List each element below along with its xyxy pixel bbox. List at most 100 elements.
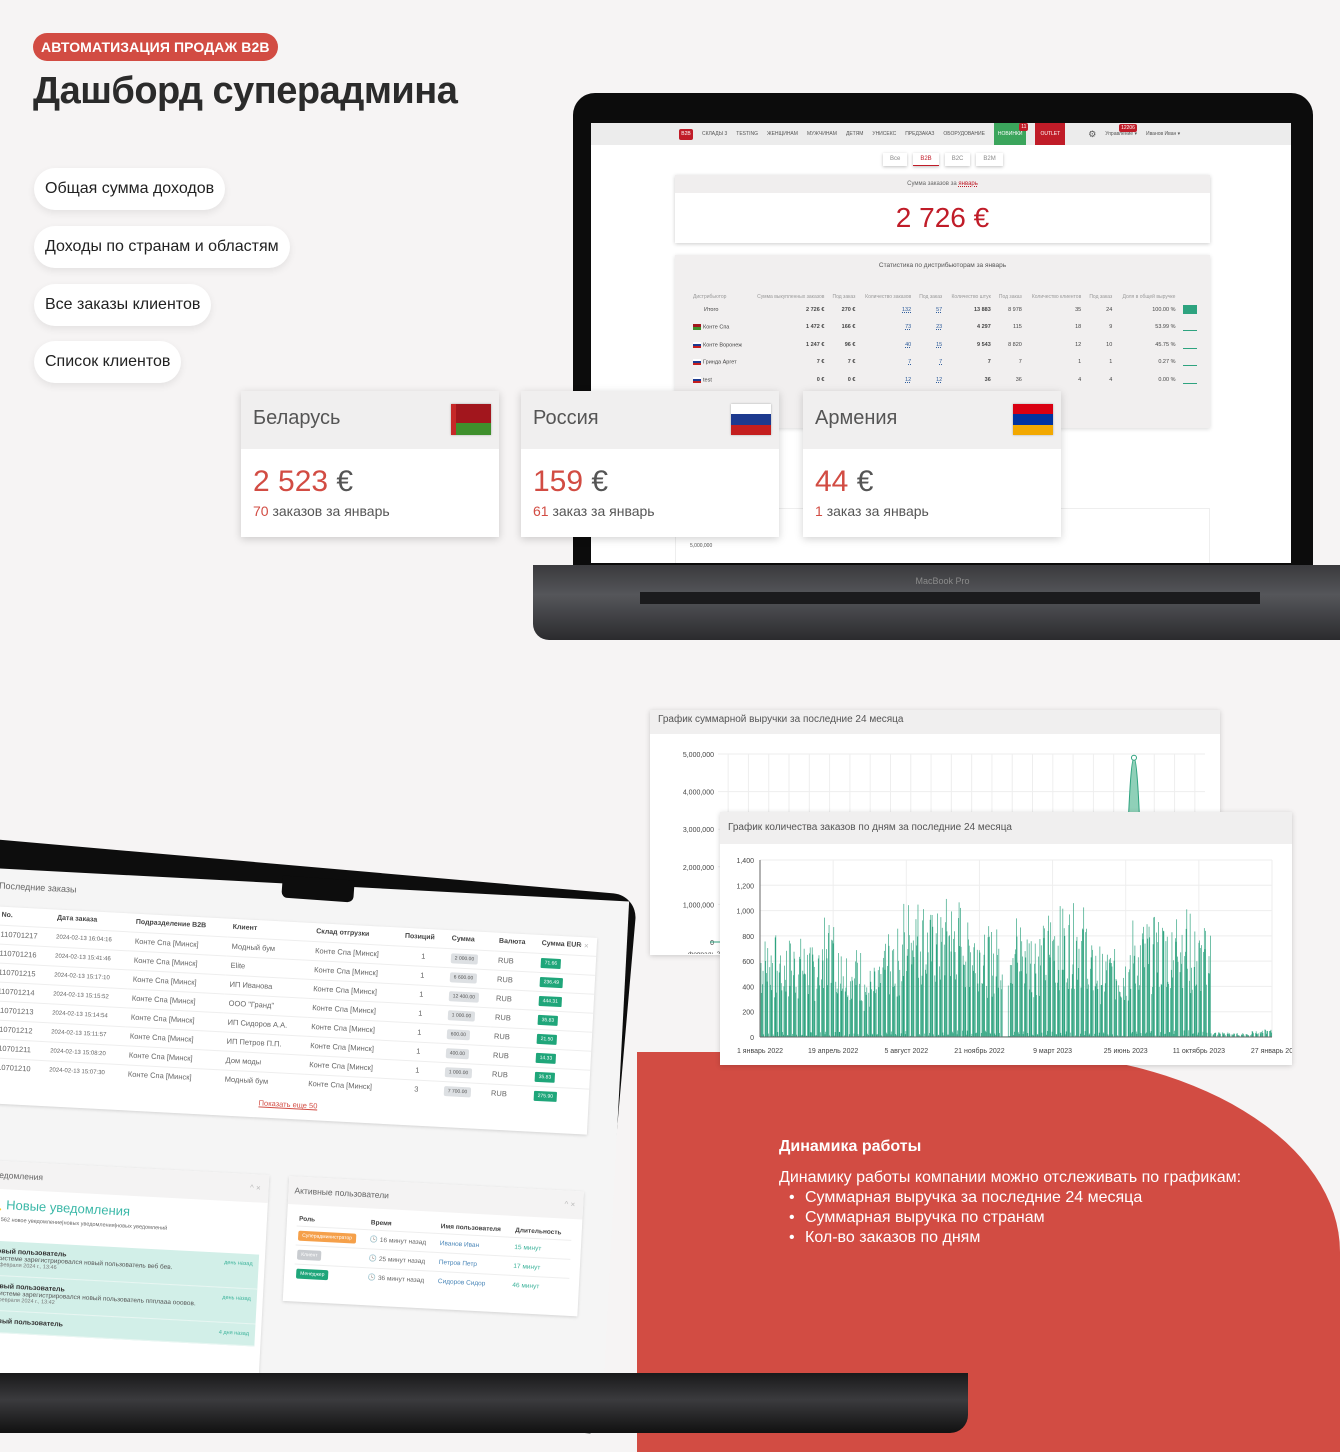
tab-b2b[interactable]: B2B <box>913 153 939 166</box>
top-navbar: B2B СКЛАДЫ 3 TESTING ЖЕНЩИНАМ МУЖЧИНАМ ДЕТЯМ… <box>591 123 1291 145</box>
order-bar <box>908 905 909 1037</box>
time-ago: 36 минут назад <box>377 1274 425 1285</box>
nav-new-items[interactable]: НОВИНКИ 11 <box>993 123 1029 145</box>
nav-item[interactable]: ДЕТЯМ <box>845 131 864 137</box>
stats-cell[interactable]: 40 <box>905 341 912 348</box>
order-bar <box>1044 928 1045 1037</box>
stats-cell[interactable]: 57 <box>936 306 943 313</box>
order-bar <box>1255 1033 1256 1037</box>
nav-item[interactable]: ЖЕНЩИНАМ <box>766 131 798 137</box>
order-bar <box>1191 967 1192 1037</box>
nav-item[interactable]: ОБОРУДОВАНИЕ <box>943 131 985 137</box>
order-bar <box>1069 914 1070 1037</box>
stats-cell[interactable]: 7 <box>908 359 912 366</box>
user-name-link[interactable]: Сидоров Сидор <box>435 1271 511 1294</box>
order-bar <box>1167 981 1169 1037</box>
order-bar <box>1100 1004 1101 1037</box>
order-bar <box>1243 1035 1245 1037</box>
flag-stripe <box>1013 414 1053 425</box>
order-bar <box>994 1033 996 1037</box>
order-bar <box>1016 918 1017 1037</box>
order-bar <box>1072 964 1074 1037</box>
tab-b2m[interactable]: B2M <box>976 153 1003 166</box>
order-bar <box>784 965 785 1037</box>
stats-cell[interactable]: 12 <box>936 376 943 383</box>
collapse-close-icons[interactable]: ^ × <box>564 1199 576 1210</box>
order-bar <box>863 1010 865 1037</box>
order-bar <box>1044 980 1046 1037</box>
order-bar <box>1057 982 1058 1037</box>
order-bar <box>993 953 994 1037</box>
clock-icon: 🕓 <box>367 1274 379 1282</box>
b2b-logo[interactable]: B2B <box>679 128 693 140</box>
user-menu[interactable]: Иванов Иван ▾ <box>1145 131 1181 137</box>
tab-b2c[interactable]: B2C <box>944 153 971 166</box>
y-tick-label: 1,200 <box>736 883 754 890</box>
order-bar <box>1048 915 1050 1037</box>
stats-cell[interactable]: 132 <box>902 306 912 313</box>
order-bar <box>1222 1034 1224 1037</box>
table-cell: 1 000.00 <box>440 1061 489 1084</box>
order-bar <box>946 931 948 1037</box>
order-bar <box>949 976 951 1037</box>
stats-cell[interactable]: 7 <box>939 359 943 366</box>
gear-icon[interactable]: ⚙ <box>1088 128 1097 139</box>
collapse-close-icons[interactable]: ^ × <box>249 1183 261 1193</box>
manage-menu[interactable]: Управление ▾ 12206 <box>1105 124 1137 137</box>
order-bar <box>861 1001 863 1037</box>
order-bar <box>1131 1031 1133 1037</box>
order-bar <box>1169 1032 1171 1037</box>
order-bar <box>834 1032 836 1037</box>
order-bar <box>1071 988 1072 1037</box>
month-select[interactable]: январь <box>958 181 978 187</box>
country-card: Армения 44 €1 заказ за январь <box>803 391 1061 537</box>
order-bar <box>1026 973 1027 1037</box>
nav-item[interactable]: МУЖЧИНАМ <box>806 131 837 137</box>
order-bar <box>957 1030 959 1037</box>
manage-label: Управление ▾ <box>1105 131 1137 137</box>
order-bar <box>1271 1032 1272 1037</box>
order-bar <box>944 975 946 1037</box>
sparkline-icon <box>1183 323 1197 332</box>
tab-все[interactable]: Все <box>883 153 908 166</box>
order-bar <box>953 938 955 1037</box>
order-bar <box>986 985 988 1037</box>
column-header: Количество клиентов <box>1031 294 1082 300</box>
collapse-close-icons[interactable]: ^ × <box>577 940 589 951</box>
nav-item[interactable]: СКЛАДЫ 3 <box>702 131 728 137</box>
order-bar <box>828 924 830 1037</box>
order-bar <box>916 936 918 1037</box>
order-bar <box>771 990 773 1037</box>
stats-cell: 35 <box>1075 306 1082 313</box>
nav-outlet[interactable]: OUTLET <box>1035 123 1066 145</box>
order-bar <box>842 976 844 1037</box>
order-bar <box>869 1006 870 1037</box>
order-bar <box>918 977 919 1037</box>
order-bar <box>985 1030 986 1037</box>
order-bar <box>906 971 907 1037</box>
stats-cell[interactable]: 12 <box>905 376 912 383</box>
order-bar <box>940 917 942 1037</box>
stats-cell[interactable]: 23 <box>936 324 943 331</box>
country-orders: 1 заказ за январь <box>815 503 929 519</box>
order-bar <box>1045 974 1047 1037</box>
order-bar <box>872 1034 874 1037</box>
order-bar <box>1107 1034 1109 1037</box>
stats-cell[interactable]: 15 <box>936 341 943 348</box>
nav-item[interactable]: УНИСЕКС <box>872 131 897 137</box>
order-bar <box>1220 1033 1221 1037</box>
stats-cell: 96 € <box>844 341 856 348</box>
order-bar <box>923 909 924 1037</box>
order-bar <box>865 994 867 1037</box>
order-bar <box>1196 961 1198 1037</box>
order-bar <box>1266 1030 1268 1037</box>
order-bar <box>998 948 1000 1037</box>
order-bar <box>1212 1034 1214 1037</box>
order-bar <box>1021 941 1023 1037</box>
order-bar <box>1153 917 1155 1037</box>
order-bar <box>866 987 868 1037</box>
stats-cell[interactable]: 73 <box>905 324 912 331</box>
order-bar <box>1118 985 1120 1037</box>
nav-item[interactable]: ПРЕДЗАКАЗ <box>905 131 935 137</box>
nav-item[interactable]: TESTING <box>736 131 758 137</box>
